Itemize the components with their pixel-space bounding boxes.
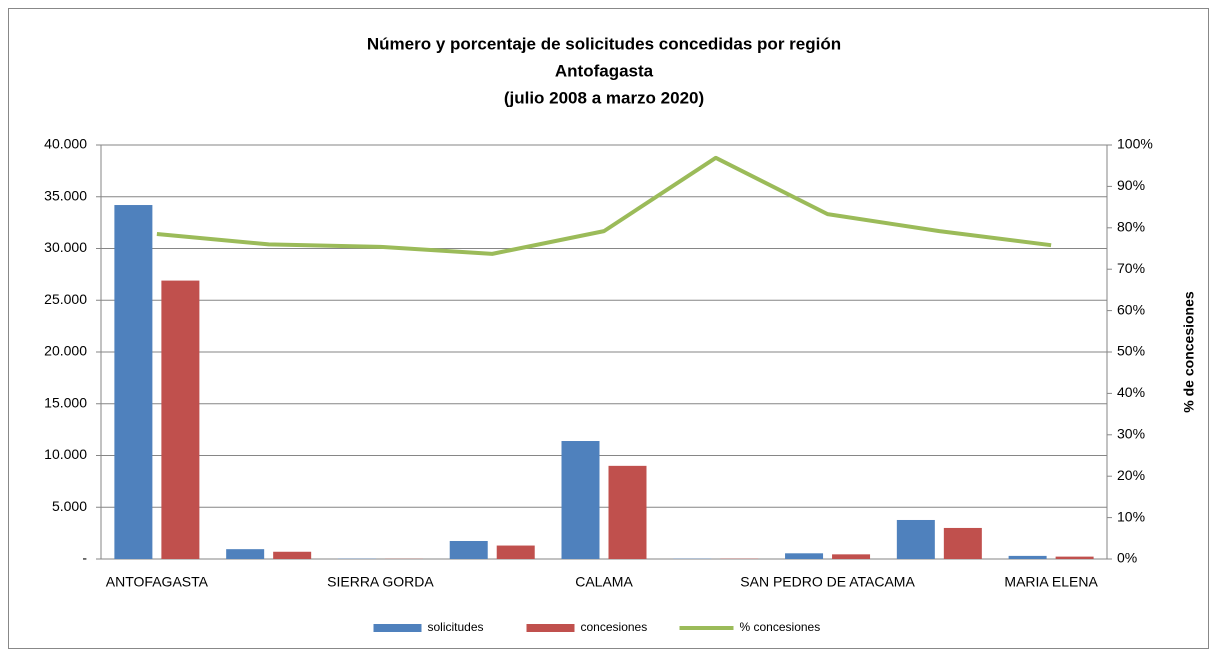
x-tick-label: ANTOFAGASTA — [106, 574, 209, 590]
y-tick-label: - — [82, 550, 87, 566]
y-tick-label: 30.000 — [44, 239, 87, 255]
legend-swatch — [373, 624, 422, 632]
legend-label: concesiones — [581, 620, 648, 634]
bar — [832, 554, 871, 559]
y2-tick-label: 20% — [1117, 467, 1145, 483]
bar — [608, 465, 647, 559]
bar — [161, 280, 200, 559]
chart-title: (julio 2008 a marzo 2020) — [504, 88, 704, 107]
y-tick-label: 20.000 — [44, 343, 87, 359]
x-tick-label: CALAMA — [575, 574, 633, 590]
bar — [449, 540, 488, 559]
bar — [273, 551, 312, 559]
bar — [896, 519, 935, 559]
y2-tick-label: 40% — [1117, 384, 1145, 400]
bar — [226, 549, 265, 559]
bar — [943, 527, 982, 559]
y-tick-label: 15.000 — [44, 394, 87, 410]
legend-label: % concesiones — [740, 620, 821, 634]
line-series — [156, 155, 1052, 256]
y-tick-label: 25.000 — [44, 291, 87, 307]
y-tick-label: 10.000 — [44, 446, 87, 462]
legend-label: solicitudes — [428, 620, 484, 634]
y2-tick-label: 60% — [1117, 301, 1145, 317]
x-tick-label: SIERRA GORDA — [327, 574, 434, 590]
bar — [785, 553, 824, 559]
chart-title: Antofagasta — [555, 61, 654, 80]
x-tick-label: MARIA ELENA — [1004, 574, 1098, 590]
y2-tick-label: 80% — [1117, 219, 1145, 235]
y2-tick-label: 30% — [1117, 426, 1145, 442]
y2-tick-label: 90% — [1117, 177, 1145, 193]
bar — [114, 205, 153, 559]
y2-tick-label: 10% — [1117, 508, 1145, 524]
y-tick-label: 40.000 — [44, 136, 87, 152]
chart-title: Número y porcentaje de solicitudes conce… — [367, 34, 841, 53]
y2-tick-label: 70% — [1117, 260, 1145, 276]
x-tick-label: SAN PEDRO DE ATACAMA — [740, 574, 915, 590]
y-tick-label: 35.000 — [44, 187, 87, 203]
bar — [1055, 556, 1094, 559]
y2-tick-label: 0% — [1117, 550, 1137, 566]
legend-swatch — [526, 624, 575, 632]
bar — [561, 441, 600, 559]
bar — [496, 545, 535, 559]
y2-tick-label: 100% — [1117, 136, 1153, 152]
y-tick-label: 5.000 — [52, 498, 87, 514]
y2-tick-label: 50% — [1117, 343, 1145, 359]
y2-axis-label: % de concesiones — [1181, 291, 1197, 413]
bar — [1008, 555, 1047, 559]
